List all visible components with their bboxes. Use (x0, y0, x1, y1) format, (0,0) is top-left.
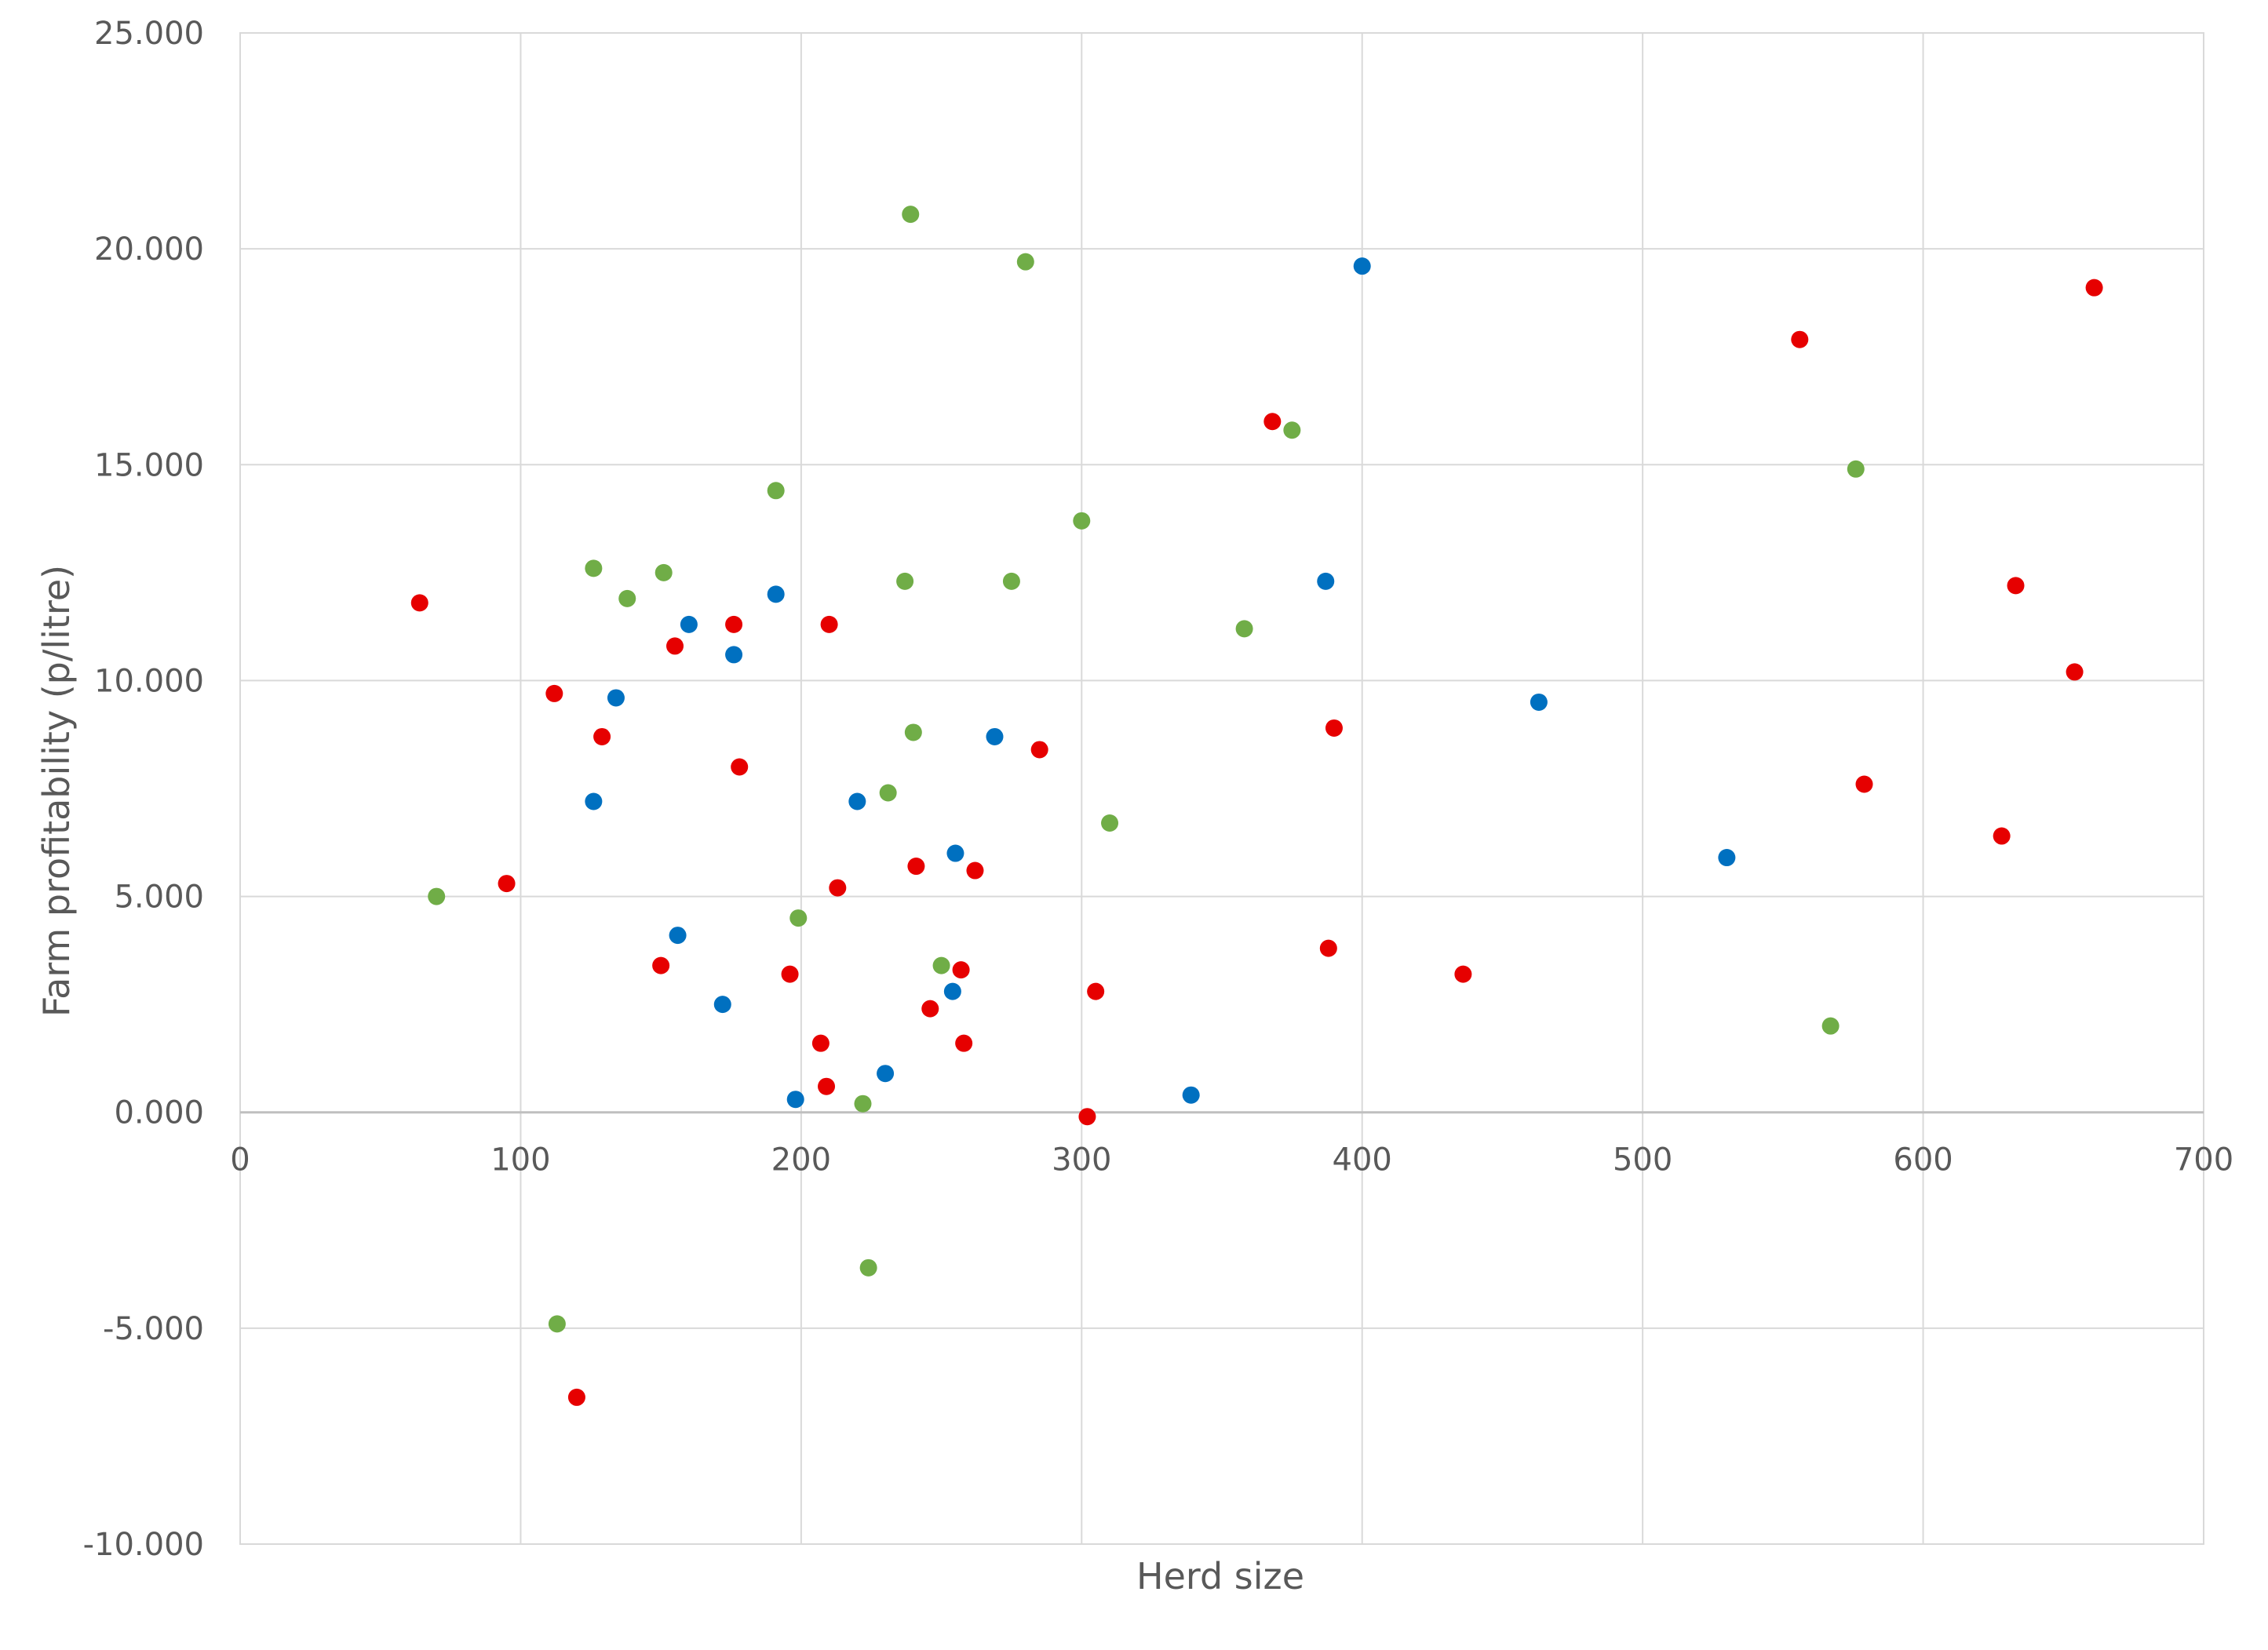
data-point (829, 879, 847, 897)
data-point (725, 615, 743, 633)
x-tick-label: 100 (490, 1142, 550, 1178)
data-point (585, 559, 603, 577)
data-point (655, 563, 673, 581)
x-tick-label: 400 (1333, 1142, 1392, 1178)
x-tick-label: 300 (1052, 1142, 1111, 1178)
y-tick-label: 10.000 (94, 663, 204, 699)
data-point (1016, 253, 1034, 271)
data-point (669, 927, 687, 945)
data-point (1847, 460, 1865, 478)
data-point (731, 758, 749, 776)
data-point (896, 572, 914, 590)
data-point (1073, 512, 1091, 530)
data-point (428, 887, 446, 905)
data-point (902, 206, 920, 224)
data-point (1283, 421, 1301, 439)
data-point (789, 909, 808, 927)
data-point (1101, 814, 1119, 832)
data-point (2007, 577, 2025, 595)
data-point (1030, 741, 1048, 759)
x-axis-title: Herd size (1136, 1555, 1304, 1597)
data-point (848, 792, 866, 810)
data-point (932, 956, 950, 974)
x-tick-label: 700 (2174, 1142, 2233, 1178)
data-point (952, 961, 970, 979)
data-point (567, 1388, 585, 1406)
y-tick-label: -5.000 (103, 1311, 204, 1347)
data-point (859, 1258, 877, 1277)
data-point (593, 727, 611, 745)
data-point (820, 615, 838, 633)
data-point (498, 875, 516, 893)
data-point (907, 858, 925, 876)
data-point (725, 646, 743, 664)
data-point (1182, 1086, 1200, 1104)
data-point (2066, 663, 2084, 681)
data-point (1078, 1108, 1096, 1126)
data-point (1325, 719, 1343, 737)
data-point (1317, 572, 1335, 590)
data-point (877, 1065, 895, 1083)
data-point (1454, 965, 1472, 983)
data-point (943, 982, 961, 1000)
tick-labels: -10.000 -5.000 0.000 5.000 10.000 15.000 20.00… (83, 16, 2234, 1563)
data-point (1087, 982, 1105, 1000)
data-point (1530, 693, 1548, 711)
data-point (1855, 775, 1873, 793)
data-point (786, 1091, 804, 1109)
data-point (652, 956, 670, 974)
y-tick-label: 25.000 (94, 16, 204, 52)
data-point (410, 594, 428, 612)
data-point (618, 589, 636, 607)
data-point (548, 1315, 566, 1333)
data-point (585, 792, 603, 810)
data-point (767, 585, 785, 603)
data-point (1002, 572, 1020, 590)
data-point (811, 1034, 830, 1052)
data-point (680, 615, 698, 633)
data-point (955, 1034, 973, 1052)
y-tick-label: -10.000 (83, 1527, 204, 1563)
data-point (904, 723, 922, 741)
data-point (986, 727, 1004, 745)
y-tick-label: 15.000 (94, 447, 204, 483)
data-point (1993, 827, 2011, 845)
data-point (921, 1000, 939, 1018)
data-point (1263, 413, 1282, 431)
data-point (1353, 257, 1371, 275)
y-tick-label: 0.000 (114, 1095, 204, 1131)
data-point (713, 996, 731, 1014)
gridlines (239, 32, 2204, 1545)
data-point (946, 844, 964, 862)
data-point (607, 689, 625, 707)
x-tick-label: 500 (1613, 1142, 1672, 1178)
data-point (854, 1095, 872, 1113)
axes (239, 32, 2204, 1545)
data-point (1235, 620, 1253, 638)
y-tick-label: 20.000 (94, 231, 204, 268)
y-tick-label: 5.000 (114, 880, 204, 916)
data-points (410, 206, 2103, 1406)
data-point (2085, 279, 2103, 297)
x-tick-label: 0 (230, 1142, 250, 1178)
data-point (1319, 939, 1337, 957)
data-point (966, 861, 984, 880)
data-point (1791, 330, 1809, 348)
data-point (781, 965, 799, 983)
data-point (666, 637, 684, 655)
data-point (1718, 849, 1736, 867)
data-point (1821, 1017, 1840, 1035)
plot-border (239, 32, 2204, 1545)
data-point (818, 1077, 836, 1095)
data-point (767, 482, 785, 500)
data-point (545, 684, 563, 702)
x-tick-label: 600 (1893, 1142, 1953, 1178)
x-tick-label: 200 (771, 1142, 831, 1178)
data-point (879, 784, 897, 802)
y-axis-title: Farm profitability (p/litre) (35, 565, 78, 1017)
